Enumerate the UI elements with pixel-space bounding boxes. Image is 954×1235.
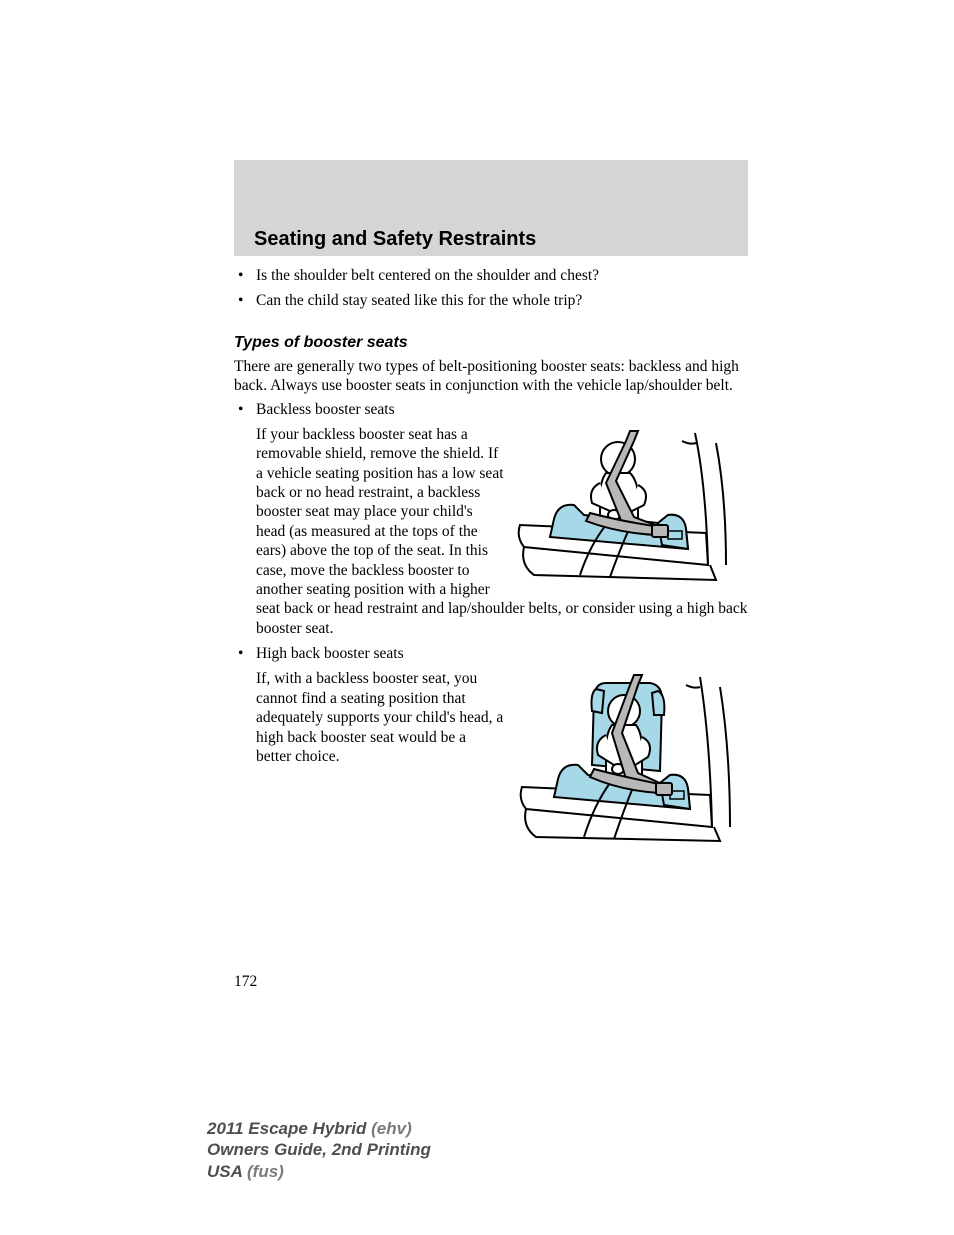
intro-paragraph: There are generally two types of belt-po… bbox=[234, 357, 748, 396]
figure-highback-booster bbox=[510, 669, 748, 849]
bullet-dot-icon: • bbox=[234, 400, 256, 419]
bullet-text: Can the child stay seated like this for … bbox=[256, 291, 748, 310]
page-content: • Is the shoulder belt centered on the s… bbox=[234, 266, 748, 849]
footer-line: 2011 Escape Hybrid (ehv) bbox=[207, 1118, 431, 1139]
bullet-dot-icon: • bbox=[234, 644, 256, 663]
section-body-wrap: If your backless booster seat has a remo… bbox=[234, 425, 748, 638]
bullet-text: Is the shoulder belt centered on the sho… bbox=[256, 266, 748, 285]
intro-bullet: • Can the child stay seated like this fo… bbox=[234, 291, 748, 310]
section-bullet-text: Backless booster seats bbox=[256, 400, 748, 419]
bullet-dot-icon: • bbox=[234, 291, 256, 310]
bullet-dot-icon: • bbox=[234, 266, 256, 285]
page-number: 172 bbox=[234, 973, 257, 991]
footer-guide: Owners Guide, 2nd Printing bbox=[207, 1140, 431, 1159]
footer-line: USA (fus) bbox=[207, 1161, 431, 1182]
intro-bullet: • Is the shoulder belt centered on the s… bbox=[234, 266, 748, 285]
section-bullet: • Backless booster seats bbox=[234, 400, 748, 419]
subheading: Types of booster seats bbox=[234, 333, 748, 353]
footer-line: Owners Guide, 2nd Printing bbox=[207, 1139, 431, 1160]
footer-model: 2011 Escape Hybrid bbox=[207, 1119, 366, 1138]
section-bullet: • High back booster seats bbox=[234, 644, 748, 663]
footer-code: (fus) bbox=[247, 1162, 284, 1181]
section-body-wrap: If, with a backless booster seat, you ca… bbox=[234, 669, 748, 849]
footer-region: USA bbox=[207, 1162, 242, 1181]
footer-code: (ehv) bbox=[371, 1119, 412, 1138]
page-title: Seating and Safety Restraints bbox=[254, 228, 536, 251]
footer-block: 2011 Escape Hybrid (ehv) Owners Guide, 2… bbox=[207, 1118, 431, 1182]
section-bullet-text: High back booster seats bbox=[256, 644, 748, 663]
figure-backless-booster bbox=[510, 425, 748, 585]
